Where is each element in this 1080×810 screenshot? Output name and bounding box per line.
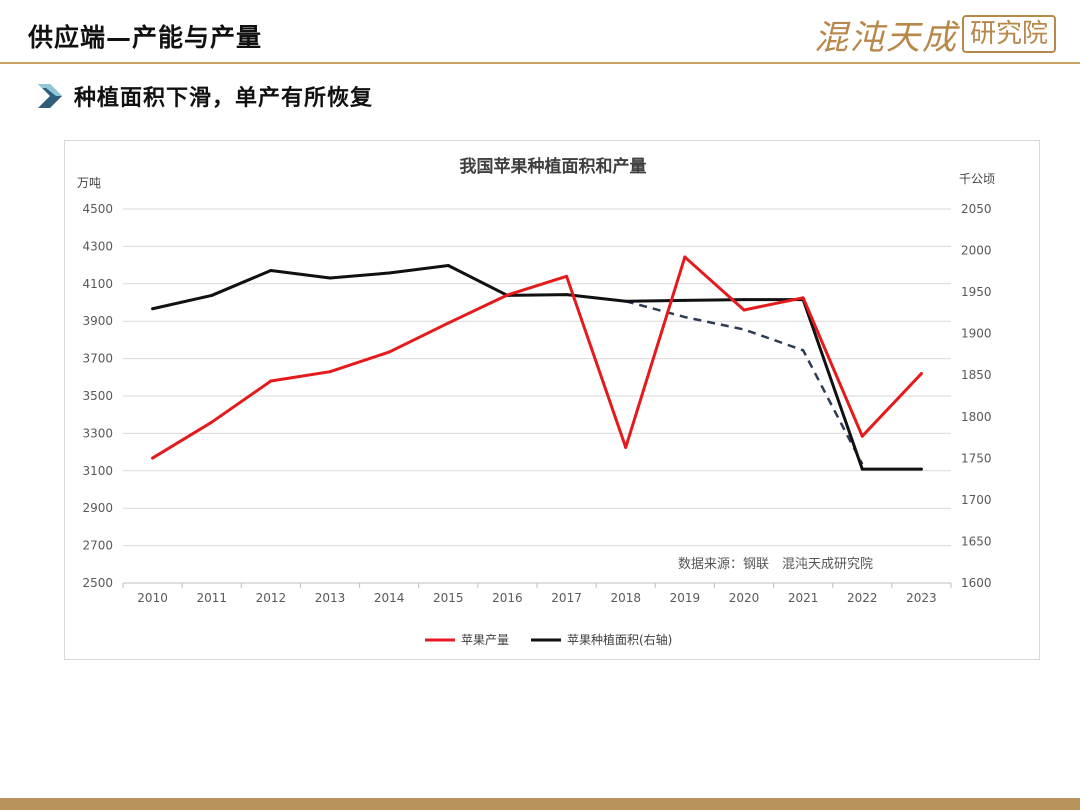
production-point <box>683 255 687 259</box>
area-point <box>919 467 923 471</box>
header-divider <box>0 62 1080 64</box>
right-tick-label: 1650 <box>961 534 992 548</box>
right-tick-label: 2000 <box>961 244 992 258</box>
production-point <box>565 274 569 278</box>
area-point <box>210 293 214 297</box>
left-tick-label: 4300 <box>82 239 113 253</box>
logo-text: 混沌天成 <box>813 17 958 58</box>
left-tick-label: 3300 <box>82 426 113 440</box>
source-note: 数据来源：钢联 混沌天成研究院 <box>678 557 873 572</box>
left-tick-label: 3900 <box>82 314 113 328</box>
x-tick-label: 2017 <box>551 591 582 605</box>
series-forecast-line <box>625 300 864 465</box>
left-tick-label: 4100 <box>82 277 113 291</box>
right-tick-label: 1950 <box>961 285 992 299</box>
logo-badge: 研究院 <box>961 15 1056 53</box>
x-tick-label: 2014 <box>374 591 405 605</box>
area-point <box>624 299 628 303</box>
left-tick-label: 4500 <box>82 202 113 216</box>
production-point <box>269 379 273 383</box>
production-point <box>919 372 923 376</box>
legend-area-label: 苹果种植面积(右轴) <box>567 632 672 647</box>
x-tick-label: 2013 <box>315 591 346 605</box>
series-production-line <box>151 255 923 460</box>
right-tick-label: 1850 <box>961 368 992 382</box>
left-tick-label: 3700 <box>82 352 113 366</box>
left-tick-label: 2900 <box>82 501 113 515</box>
production-point <box>860 434 864 438</box>
x-tick-label: 2020 <box>729 591 760 605</box>
area-point <box>387 271 391 275</box>
production-point <box>801 296 805 300</box>
chart-svg: 我国苹果种植面积和产量 万吨 千公顷 数据来源：钢联 混沌天成研究院 2500 2… <box>77 156 995 647</box>
footer-bar <box>0 798 1080 810</box>
section-subtitle: 种植面积下滑，单产有所恢复 <box>74 85 374 111</box>
x-tick-label: 2023 <box>906 591 937 605</box>
x-tick-label: 2019 <box>670 591 701 605</box>
left-tick-label: 2700 <box>82 539 113 553</box>
production-point <box>151 456 155 460</box>
right-tick-label: 2050 <box>961 202 992 216</box>
x-tick-label: 2012 <box>256 591 287 605</box>
x-tick-label: 2018 <box>610 591 641 605</box>
area-point <box>269 269 273 273</box>
area-point <box>151 307 155 311</box>
x-tick-label: 2010 <box>137 591 168 605</box>
production-point <box>210 420 214 424</box>
right-tick-label: 1800 <box>961 410 992 424</box>
right-tick-label: 1750 <box>961 451 992 465</box>
production-point <box>505 293 509 297</box>
left-axis-unit: 万吨 <box>77 176 101 190</box>
x-tick-label: 2022 <box>847 591 878 605</box>
production-point <box>328 370 332 374</box>
right-tick-label: 1900 <box>961 327 992 341</box>
right-tick-label: 1700 <box>961 493 992 507</box>
chart-title: 我国苹果种植面积和产量 <box>460 156 647 177</box>
left-tick-label: 3500 <box>82 389 113 403</box>
area-point <box>860 467 864 471</box>
production-point <box>387 350 391 354</box>
page-title: 供应端—产能与产量 <box>28 23 263 52</box>
area-point <box>328 276 332 280</box>
area-point <box>683 298 687 302</box>
x-tick-label: 2016 <box>492 591 523 605</box>
right-tick-label: 1600 <box>961 576 992 590</box>
x-tick-label: 2021 <box>788 591 819 605</box>
right-axis-unit: 千公顷 <box>959 172 995 186</box>
area-point <box>446 264 450 268</box>
production-point <box>742 308 746 312</box>
production-point <box>624 445 628 449</box>
area-point <box>565 293 569 297</box>
subtitle-row: 种植面积下滑，单产有所恢复 <box>34 80 373 112</box>
left-tick-label: 3100 <box>82 464 113 478</box>
chart-frame: 我国苹果种植面积和产量 万吨 千公顷 数据来源：钢联 混沌天成研究院 2500 2… <box>64 140 1040 660</box>
x-tick-label: 2015 <box>433 591 464 605</box>
brand-logo: 混沌天成 研究院 <box>814 14 1056 58</box>
area-point <box>742 298 746 302</box>
legend-production-label: 苹果产量 <box>461 633 509 647</box>
chevron-right-icon <box>38 84 62 108</box>
x-tick-label: 2011 <box>196 591 227 605</box>
left-tick-label: 2500 <box>82 576 113 590</box>
production-point <box>446 321 450 325</box>
series-area-line <box>152 264 922 471</box>
